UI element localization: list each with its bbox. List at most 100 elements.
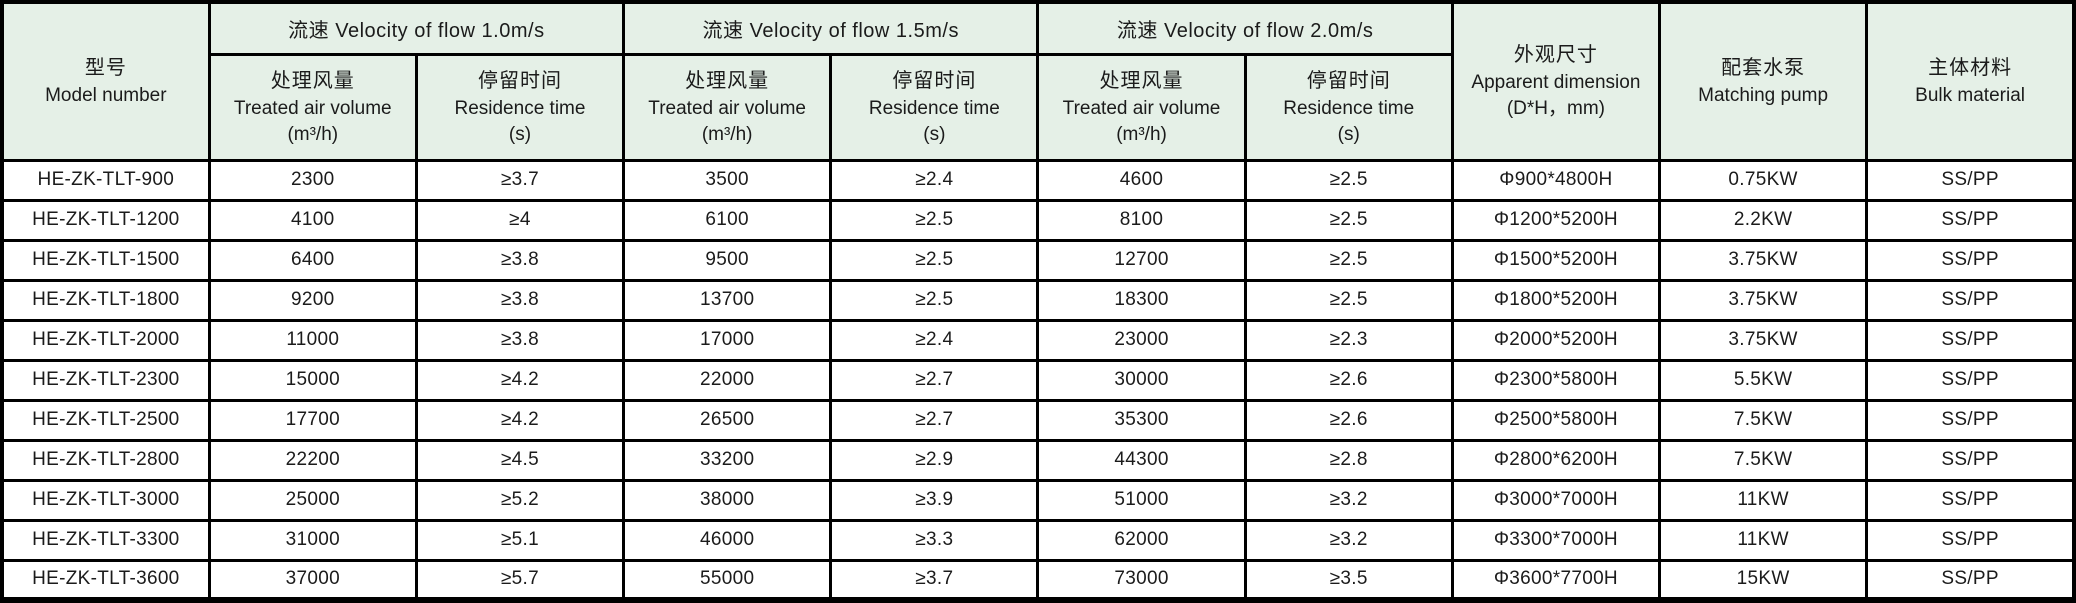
header-air-cn: 处理风量: [1099, 69, 1184, 92]
cell-pump: 2.2KW: [1657, 198, 1869, 242]
cell-v10-residence: ≥5.2: [414, 478, 626, 522]
cell-v20-residence: ≥2.5: [1243, 238, 1454, 282]
cell-v15-residence: ≥3.7: [829, 558, 1040, 602]
cell-v20-air-volume: 12700: [1036, 238, 1247, 282]
cell-v15-residence: ≥2.7: [829, 358, 1040, 402]
cell-v15-residence: ≥3.3: [829, 518, 1040, 562]
header-dimension-en: Apparent dimension: [1471, 71, 1641, 93]
cell-v10-air-volume: 31000: [207, 518, 418, 562]
header-air-en: Treated air volume: [1062, 97, 1221, 119]
cell-model: HE-ZK-TLT-2500: [0, 398, 211, 442]
header-dimension-cn: 外观尺寸: [1513, 43, 1598, 66]
cell-v20-residence: ≥2.3: [1243, 318, 1454, 362]
cell-v15-air-volume: 46000: [622, 518, 833, 562]
cell-v15-air-volume: 33200: [622, 438, 833, 482]
cell-v15-air-volume: 3500: [622, 158, 833, 202]
cell-v20-residence: ≥3.2: [1243, 518, 1454, 562]
table-row: HE-ZK-TLT-2300 15000 ≥4.2 22000 ≥2.7 300…: [0, 358, 2076, 402]
cell-v15-air-volume: 13700: [622, 278, 833, 322]
cell-v20-residence: ≥2.5: [1243, 278, 1454, 322]
cell-pump: 3.75KW: [1657, 238, 1869, 282]
header-velocity-group-2: 流速 Velocity of flow 1.5m/s: [622, 0, 1040, 56]
cell-pump: 11KW: [1657, 478, 1869, 522]
cell-v10-air-volume: 6400: [207, 238, 418, 282]
cell-dimension: Φ2000*5200H: [1450, 318, 1662, 362]
cell-dimension: Φ1200*5200H: [1450, 198, 1662, 242]
header-res-unit: (s): [1337, 123, 1360, 145]
cell-v20-residence: ≥2.8: [1243, 438, 1454, 482]
header-air-en: Treated air volume: [648, 97, 806, 119]
cell-v10-residence: ≥3.8: [414, 238, 626, 282]
cell-model: HE-ZK-TLT-3600: [0, 558, 211, 602]
cell-v10-residence: ≥3.7: [414, 158, 626, 202]
cell-v15-residence: ≥2.5: [829, 278, 1040, 322]
cell-v10-air-volume: 25000: [207, 478, 418, 522]
cell-v10-residence: ≥5.7: [414, 558, 626, 602]
header-model-cn: 型号: [84, 56, 127, 79]
header-v15-air: 处理风量 Treated air volume (m³/h): [622, 52, 833, 162]
header-v10-air: 处理风量 Treated air volume (m³/h): [207, 52, 418, 162]
cell-model: HE-ZK-TLT-1800: [0, 278, 211, 322]
cell-v20-residence: ≥3.5: [1243, 558, 1454, 602]
header-res-cn: 停留时间: [1306, 69, 1391, 92]
header-velocity-group-1: 流速 Velocity of flow 1.0m/s: [207, 0, 626, 56]
cell-material: SS/PP: [1865, 518, 2076, 562]
cell-v20-air-volume: 44300: [1036, 438, 1247, 482]
table-row: HE-ZK-TLT-2000 11000 ≥3.8 17000 ≥2.4 230…: [0, 318, 2076, 362]
header-res-cn: 停留时间: [892, 69, 977, 92]
header-air-unit: (m³/h): [287, 123, 339, 145]
table-row: HE-ZK-TLT-1500 6400 ≥3.8 9500 ≥2.5 12700…: [0, 238, 2076, 282]
cell-v20-air-volume: 62000: [1036, 518, 1247, 562]
table-header: 型号 Model number 流速 Velocity of flow 1.0m…: [0, 0, 2076, 162]
cell-v10-air-volume: 15000: [207, 358, 418, 402]
cell-v10-air-volume: 9200: [207, 278, 418, 322]
cell-v20-residence: ≥2.5: [1243, 158, 1454, 202]
cell-v20-air-volume: 23000: [1036, 318, 1247, 362]
header-pump-cn: 配套水泵: [1721, 56, 1806, 79]
table-row: HE-ZK-TLT-3300 31000 ≥5.1 46000 ≥3.3 620…: [0, 518, 2076, 562]
table-row: HE-ZK-TLT-2500 17700 ≥4.2 26500 ≥2.7 353…: [0, 398, 2076, 442]
cell-material: SS/PP: [1865, 158, 2076, 202]
header-v20-res: 停留时间 Residence time (s): [1243, 52, 1454, 162]
cell-material: SS/PP: [1865, 238, 2076, 282]
cell-pump: 3.75KW: [1657, 318, 1869, 362]
header-res-en: Residence time: [1283, 97, 1415, 119]
cell-v15-air-volume: 22000: [622, 358, 833, 402]
header-pump-en: Matching pump: [1698, 84, 1829, 106]
cell-dimension: Φ1500*5200H: [1450, 238, 1662, 282]
cell-v20-air-volume: 8100: [1036, 198, 1247, 242]
cell-v20-air-volume: 4600: [1036, 158, 1247, 202]
cell-dimension: Φ3300*7000H: [1450, 518, 1662, 562]
table-row: HE-ZK-TLT-3600 37000 ≥5.7 55000 ≥3.7 730…: [0, 558, 2076, 602]
cell-v15-air-volume: 9500: [622, 238, 833, 282]
cell-v10-residence: ≥4.2: [414, 358, 626, 402]
cell-pump: 5.5KW: [1657, 358, 1869, 402]
cell-v10-residence: ≥3.8: [414, 318, 626, 362]
cell-v20-residence: ≥2.6: [1243, 398, 1454, 442]
cell-v10-air-volume: 37000: [207, 558, 418, 602]
header-air-cn: 处理风量: [685, 69, 770, 92]
table-row: HE-ZK-TLT-1200 4100 ≥4 6100 ≥2.5 8100 ≥2…: [0, 198, 2076, 242]
cell-v10-air-volume: 4100: [207, 198, 418, 242]
header-air-unit: (m³/h): [701, 123, 753, 145]
cell-material: SS/PP: [1865, 558, 2076, 602]
cell-v15-residence: ≥2.5: [829, 198, 1040, 242]
cell-material: SS/PP: [1865, 478, 2076, 522]
cell-material: SS/PP: [1865, 318, 2076, 362]
cell-material: SS/PP: [1865, 358, 2076, 402]
cell-model: HE-ZK-TLT-3000: [0, 478, 211, 522]
header-air-cn: 处理风量: [270, 69, 355, 92]
header-air-unit: (m³/h): [1116, 123, 1167, 145]
cell-pump: 0.75KW: [1657, 158, 1869, 202]
cell-v20-air-volume: 51000: [1036, 478, 1247, 522]
cell-pump: 11KW: [1657, 518, 1869, 562]
cell-v15-residence: ≥2.9: [829, 438, 1040, 482]
cell-pump: 7.5KW: [1657, 438, 1869, 482]
cell-material: SS/PP: [1865, 438, 2076, 482]
cell-v15-air-volume: 38000: [622, 478, 833, 522]
header-material-cn: 主体材料: [1928, 56, 2013, 79]
header-sub-row: 处理风量 Treated air volume (m³/h) 停留时间 Resi…: [2, 52, 2074, 162]
cell-v15-residence: ≥3.9: [829, 478, 1040, 522]
